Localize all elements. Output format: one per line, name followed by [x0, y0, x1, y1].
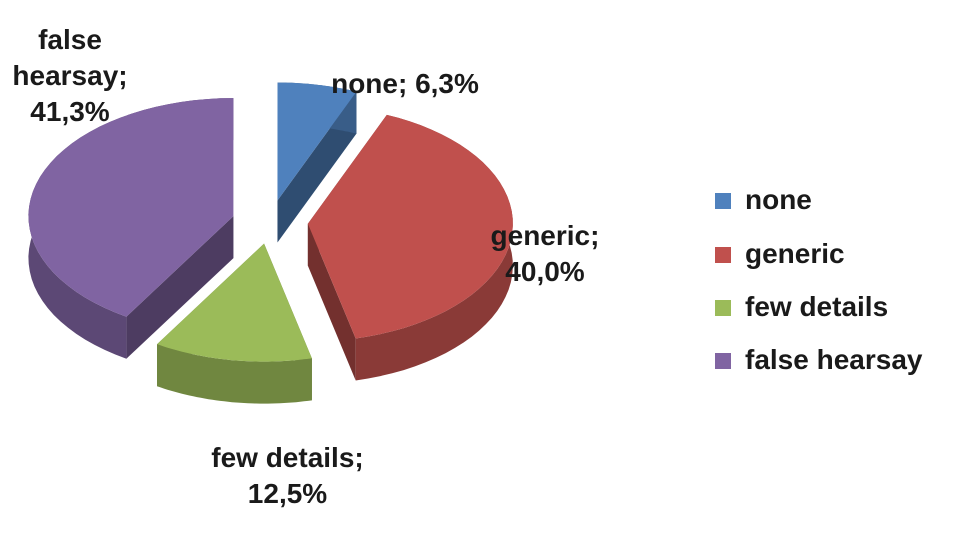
legend-label: generic	[745, 238, 845, 269]
data-label: generic; 40,0%	[490, 220, 600, 287]
data-label: false hearsay; 41,3%	[12, 24, 128, 127]
data-label: few details; 12,5%	[211, 442, 364, 509]
legend-swatch	[715, 193, 731, 209]
data-label: none; 6,3%	[331, 68, 479, 99]
slice	[277, 82, 357, 201]
slice-side	[126, 216, 234, 359]
legend-label: none	[745, 184, 812, 215]
legend-swatch	[715, 353, 731, 369]
slice-side	[307, 223, 356, 381]
legend-swatch	[715, 247, 731, 263]
legend-label: false hearsay	[745, 344, 923, 375]
legend-label: few details	[745, 291, 889, 322]
slice	[307, 114, 513, 339]
slice	[28, 98, 234, 317]
legend-swatch	[715, 300, 731, 316]
slice	[157, 243, 312, 362]
slice-wall	[157, 344, 312, 404]
